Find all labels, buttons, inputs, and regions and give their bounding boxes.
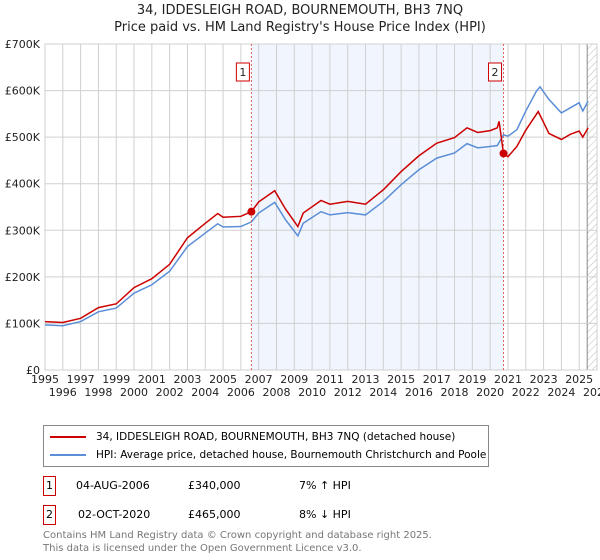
x-tick-label: 2026 [583, 386, 600, 399]
x-tick-label: 2009 [280, 373, 308, 386]
y-tick-label: £700K [5, 38, 41, 51]
sale-date: 02-OCT-2020 [78, 508, 151, 521]
x-tick-label: 2001 [138, 373, 166, 386]
sale-price: £340,000 [188, 479, 241, 492]
sale-price: £465,000 [188, 508, 241, 521]
x-tick-label: 2012 [334, 386, 362, 399]
x-tick-label: 2013 [352, 373, 380, 386]
sale-hpi-diff: 8% ↓ HPI [299, 508, 351, 521]
sale-badge: 2 [43, 505, 56, 525]
x-tick-label: 2019 [458, 373, 486, 386]
property-price-line [44, 110, 589, 324]
red-line-swatch [50, 436, 86, 438]
y-tick-label: £100K [5, 317, 41, 330]
y-tick-label: £500K [5, 131, 41, 144]
hpi-line [44, 85, 589, 327]
x-tick-label: 2000 [120, 386, 148, 399]
legend: 34, IDDESLEIGH ROAD, BOURNEMOUTH, BH3 7N… [43, 425, 489, 467]
sale-badge: 1 [43, 476, 56, 496]
x-tick-label: 2004 [191, 386, 219, 399]
blue-line-swatch [50, 454, 86, 456]
x-tick-label: 2016 [405, 386, 433, 399]
x-tick-label: 2008 [262, 386, 290, 399]
sale-label: 2 [492, 66, 499, 79]
ownership-shade [251, 44, 504, 370]
x-tick-label: 1995 [31, 373, 59, 386]
x-tick-label: 2006 [227, 386, 255, 399]
legend-label: 34, IDDESLEIGH ROAD, BOURNEMOUTH, BH3 7N… [96, 431, 456, 443]
y-tick-label: £200K [5, 271, 41, 284]
x-tick-label: 2025 [565, 373, 593, 386]
x-tick-label: 1998 [84, 386, 112, 399]
footer-licence: This data is licensed under the Open Gov… [43, 543, 362, 554]
x-tick-label: 1996 [49, 386, 77, 399]
sale-date: 04-AUG-2006 [76, 479, 150, 492]
legend-item-property: 34, IDDESLEIGH ROAD, BOURNEMOUTH, BH3 7N… [50, 429, 455, 445]
x-tick-label: 2021 [494, 373, 522, 386]
y-tick-label: £300K [5, 224, 41, 237]
x-tick-label: 2022 [512, 386, 540, 399]
x-tick-label: 2024 [547, 386, 575, 399]
legend-item-hpi: HPI: Average price, detached house, Bour… [50, 447, 486, 463]
x-tick-label: 2002 [156, 386, 184, 399]
x-tick-label: 2011 [316, 373, 344, 386]
x-tick-label: 2003 [173, 373, 201, 386]
x-tick-label: 2015 [387, 373, 415, 386]
x-tick-label: 2018 [441, 386, 469, 399]
future-hatch [587, 44, 597, 370]
sale-label-box [235, 62, 250, 82]
x-tick-label: 2020 [476, 386, 504, 399]
x-tick-label: 1999 [102, 373, 130, 386]
sale-label-box [488, 62, 503, 82]
x-tick-label: 2005 [209, 373, 237, 386]
sale-label: 1 [239, 66, 246, 79]
y-tick-label: £600K [5, 85, 41, 98]
x-tick-label: 2014 [369, 386, 397, 399]
x-tick-label: 2007 [245, 373, 273, 386]
y-tick-label: £400K [5, 178, 41, 191]
x-tick-label: 2023 [530, 373, 558, 386]
x-tick-label: 2010 [298, 386, 326, 399]
footer-copyright: Contains HM Land Registry data © Crown c… [43, 530, 432, 541]
x-tick-label: 1997 [67, 373, 95, 386]
sale-hpi-diff: 7% ↑ HPI [299, 479, 351, 492]
chart-title: 34, IDDESLEIGH ROAD, BOURNEMOUTH, BH3 7N… [136, 3, 464, 18]
sale-point [499, 149, 508, 158]
legend-label: HPI: Average price, detached house, Bour… [96, 449, 487, 461]
sale-point [247, 207, 256, 216]
plot-area: 1 219951996199719981999200020012002200320… [5, 38, 600, 399]
y-tick-label: £0 [26, 364, 40, 377]
chart-subtitle: Price paid vs. HM Land Registry's House … [114, 20, 486, 35]
x-tick-label: 2017 [423, 373, 451, 386]
